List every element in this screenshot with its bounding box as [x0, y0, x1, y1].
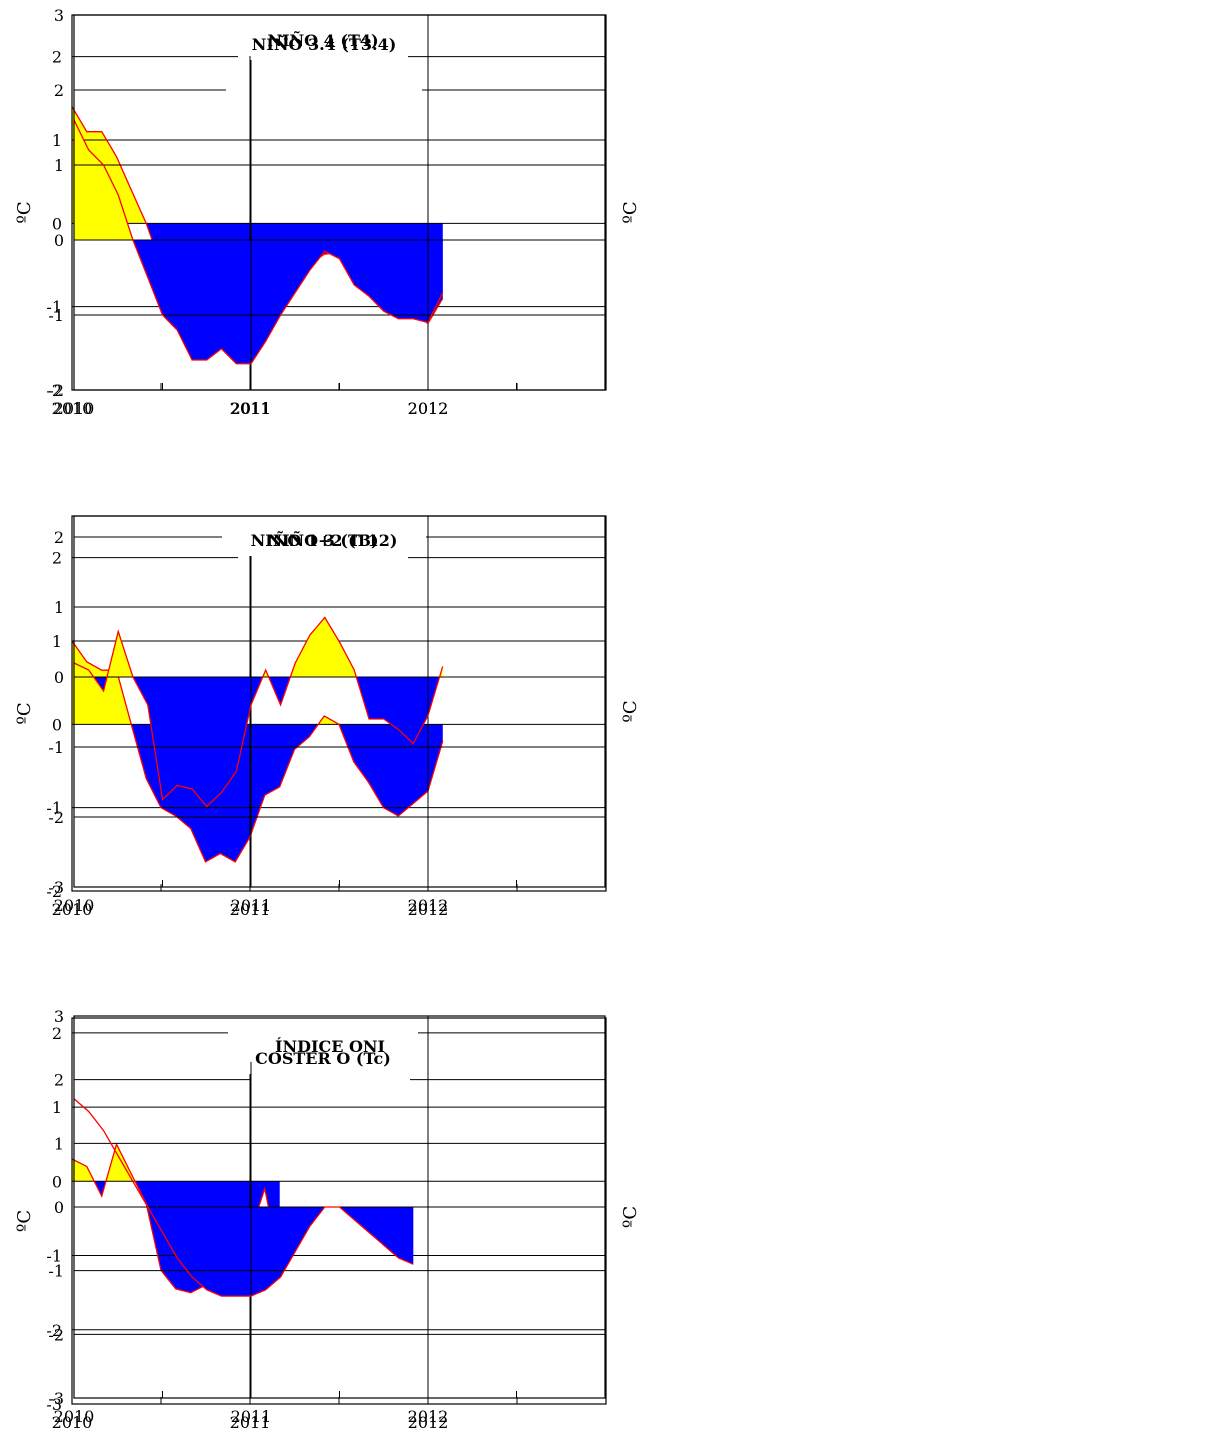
- y-tick-label: 2: [52, 549, 62, 568]
- y-tick-label: -2: [46, 381, 62, 400]
- negative-area-5: [268, 677, 291, 705]
- positive-area-2: [107, 631, 133, 677]
- positive-area-0: [74, 120, 133, 240]
- x-tick-label: 2012: [408, 399, 449, 418]
- y-tick-label: 1: [54, 598, 64, 617]
- x-tick-label: 2010: [52, 1413, 93, 1432]
- positive-area-0: [72, 1159, 95, 1182]
- chart-panel-nino3: -2 -1 0 1 2 2010 2011 2012 ºC NIÑO 3 (T3): [0, 500, 607, 940]
- chart-panel-nino34: -2 -1 0 1 2 3 2010 2011 2012 ºC NIÑO 3.4 (T3.4): [48, 0, 1211, 440]
- chart-title: COSTER O (Tc): [255, 1049, 391, 1068]
- y-axis-label: ºC: [14, 702, 35, 724]
- x-tick-label: 2011: [231, 896, 272, 915]
- negative-area-7: [356, 677, 440, 744]
- y-tick-label: 0: [52, 715, 62, 734]
- y-tick-label: 0: [54, 1198, 64, 1217]
- x-tick-label: 2011: [231, 1407, 272, 1426]
- y-tick-label: -2: [48, 1325, 64, 1344]
- y-tick-label: 2: [52, 1024, 62, 1043]
- chart-panel-nino12: -3 -2 -1 0 1 2 2010 2011 2012 ºC NIÑO 1+2 (T12): [48, 500, 1211, 940]
- x-tick-label: 2011: [230, 900, 271, 919]
- y-tick-label: -1: [46, 799, 62, 818]
- negative-area-1: [147, 1207, 325, 1297]
- chart-title: NIÑO 4 (T4): [267, 29, 378, 50]
- y-tick-label: -3: [48, 1389, 64, 1408]
- y-tick-label: 2: [54, 528, 64, 547]
- plot-frame: [71, 14, 607, 391]
- x-tick-label: 2010: [54, 896, 95, 915]
- positive-area-0: [74, 663, 94, 677]
- y-tick-label: -1: [48, 738, 64, 757]
- x-tick-label: 2010: [52, 900, 93, 919]
- y-tick-label: 1: [54, 1134, 64, 1153]
- y-axis-label: ºC: [620, 700, 641, 722]
- x-tick-label: 2010: [54, 399, 95, 418]
- chart-title: NIÑO 3.4 (T3.4): [252, 33, 397, 54]
- negative-area-3: [339, 724, 443, 816]
- chart-svg-nino34: -2 -1 0 1 2 3 2010 2011 2012 ºC NIÑO 3.4 (T3.4): [48, 6, 641, 418]
- y-tick-label: -1: [46, 298, 62, 317]
- positive-area-4: [262, 670, 269, 677]
- x-tick-label: 2012: [408, 399, 449, 418]
- y-axis-label: ºC: [620, 201, 641, 223]
- series-line: [71, 640, 444, 863]
- y-tick-label: 0: [54, 231, 64, 250]
- y-tick-label: 1: [54, 156, 64, 175]
- y-tick-label: -2: [48, 381, 64, 400]
- y-tick-label: 3: [54, 6, 64, 25]
- y-tick-label: -3: [48, 878, 64, 897]
- positive-area-2: [105, 1144, 136, 1182]
- y-tick-label: -1: [48, 306, 64, 325]
- y-axis-label: ºC: [620, 1206, 641, 1228]
- y-tick-label: 2: [52, 48, 62, 67]
- y-axis-label: ºC: [14, 201, 35, 223]
- y-tick-label: -2: [46, 1321, 62, 1340]
- x-tick-label: 2011: [230, 399, 271, 418]
- negative-area-1: [132, 240, 443, 364]
- y-tick-label: 1: [52, 632, 62, 651]
- y-tick-label: -1: [48, 1262, 64, 1281]
- x-tick-label: 2010: [54, 1407, 95, 1426]
- positive-area-6: [290, 617, 357, 677]
- negative-area-1: [93, 677, 108, 691]
- y-tick-label: 1: [52, 131, 62, 150]
- y-tick-label: 2: [54, 81, 64, 100]
- y-tick-label: -2: [48, 808, 64, 827]
- negative-area-3: [339, 1207, 414, 1265]
- series-line: [73, 119, 444, 365]
- x-tick-label: 2011: [230, 1413, 271, 1432]
- chart-panel-oni: -3 -2 -1 0 1 2 3 2010 2011 2012 ºC ÍNDICE ONI: [48, 1000, 1211, 1443]
- y-tick-label: -1: [46, 1247, 62, 1266]
- y-tick-label: -3: [46, 1395, 62, 1414]
- chart-title: NIÑO 1+2 (T12): [251, 529, 398, 550]
- x-tick-label: 2012: [408, 1413, 449, 1432]
- y-tick-label: 0: [52, 214, 62, 233]
- x-tick-label: 2011: [231, 399, 272, 418]
- y-tick-label: 0: [52, 1172, 62, 1191]
- chart-title: ÍNDICE ONI: [275, 1036, 385, 1056]
- x-tick-label: 2012: [408, 896, 449, 915]
- y-axis-label: ºC: [14, 1210, 35, 1232]
- chart-title: NIÑO 3 (T3): [267, 529, 378, 550]
- y-tick-label: -2: [46, 882, 62, 901]
- negative-area-1: [94, 1181, 106, 1197]
- positive-area-8: [439, 666, 443, 677]
- x-tick-label: 2010: [52, 399, 93, 418]
- series-line: [73, 616, 444, 808]
- y-tick-label: 1: [52, 1098, 62, 1117]
- y-tick-label: 2: [54, 1071, 64, 1090]
- negative-area-3: [132, 677, 263, 807]
- x-tick-label: 2012: [408, 900, 449, 919]
- x-tick-label: 2012: [408, 1407, 449, 1426]
- series-line: [73, 1098, 414, 1297]
- y-tick-label: 0: [54, 668, 64, 687]
- y-tick-label: 3: [54, 1007, 64, 1026]
